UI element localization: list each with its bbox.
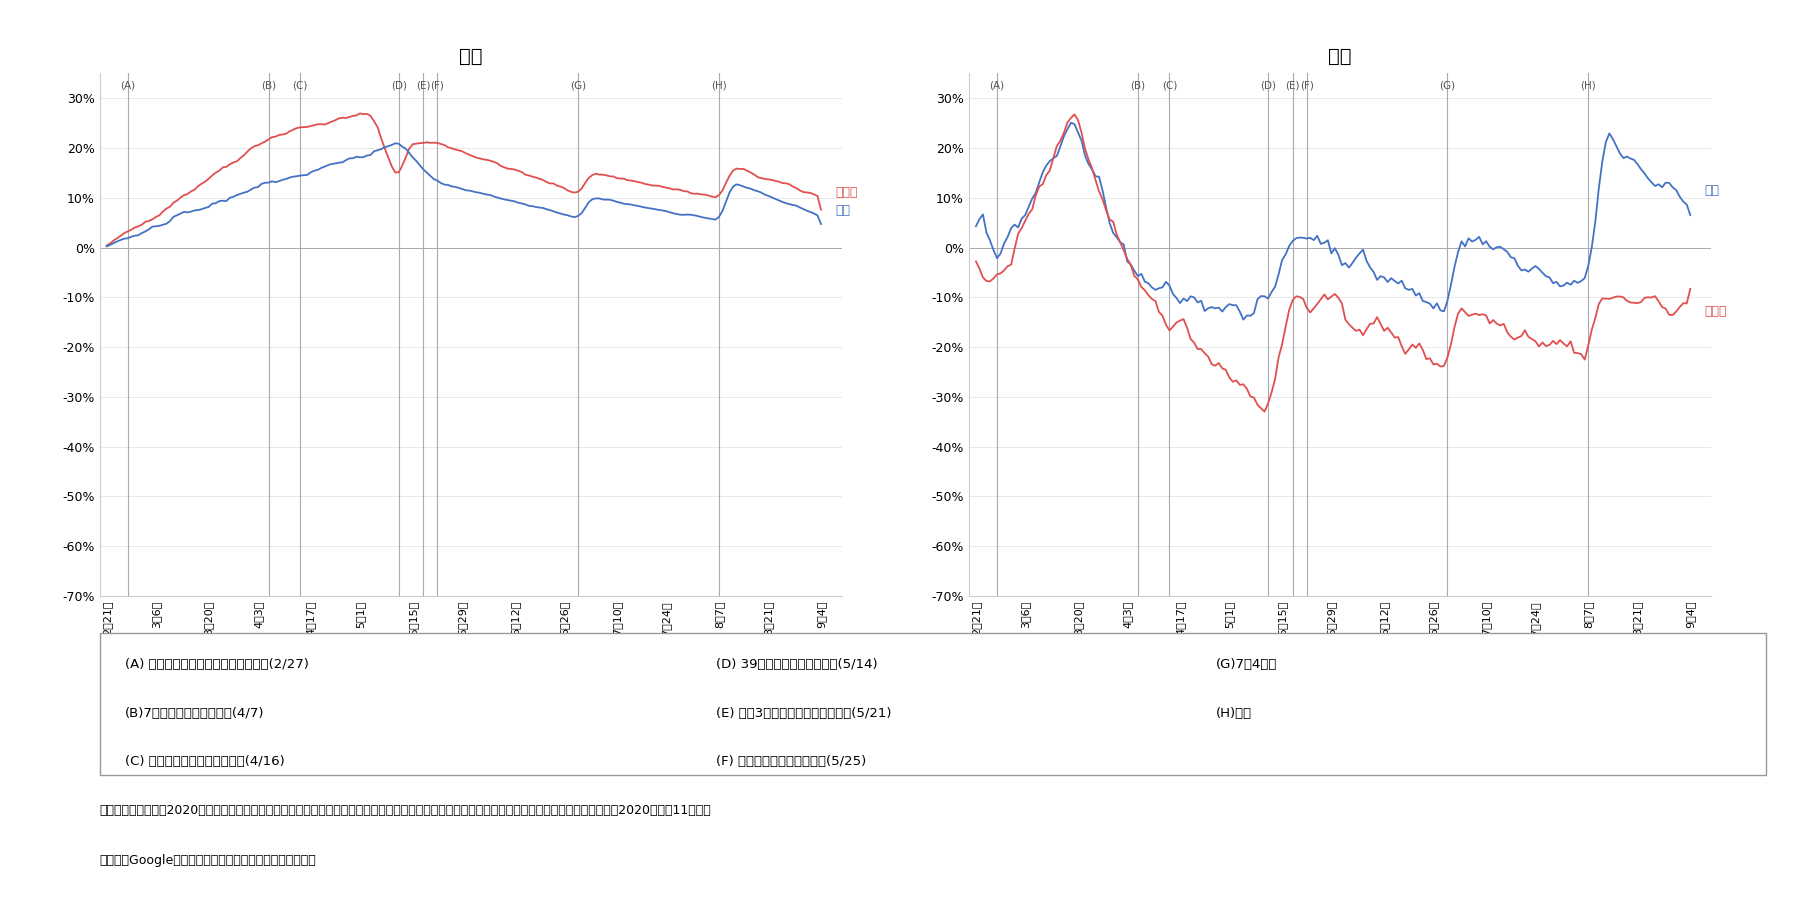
Text: (A) 安倍首相、全小中高校に休校要請(2/27): (A) 安倍首相、全小中高校に休校要請(2/27) bbox=[125, 658, 308, 671]
Text: (A): (A) bbox=[120, 81, 136, 91]
Text: (F): (F) bbox=[431, 81, 444, 91]
Text: (B)7都府県に緊急事態宣言(4/7): (B)7都府県に緊急事態宣言(4/7) bbox=[125, 707, 264, 720]
Text: (E): (E) bbox=[1286, 81, 1300, 91]
Text: (G): (G) bbox=[570, 81, 587, 91]
Text: (A): (A) bbox=[989, 81, 1005, 91]
Text: （出所）Googleのデータをもとにニッセイ基礎研究所作成: （出所）Googleのデータをもとにニッセイ基礎研究所作成 bbox=[100, 855, 317, 867]
Text: (F): (F) bbox=[1300, 81, 1313, 91]
Text: (C): (C) bbox=[1163, 81, 1177, 91]
Text: (D) 39県で緊急事態宣言解除(5/14): (D) 39県で緊急事態宣言解除(5/14) bbox=[715, 658, 878, 671]
Text: (B): (B) bbox=[1130, 81, 1145, 91]
Text: (G): (G) bbox=[1440, 81, 1456, 91]
Title: 住宅: 住宅 bbox=[460, 48, 482, 66]
Text: 全国: 全国 bbox=[1704, 183, 1719, 196]
Text: (F) 全国で緊急事態宣言解除(5/25): (F) 全国で緊急事態宣言解除(5/25) bbox=[715, 755, 866, 768]
Text: (D): (D) bbox=[391, 81, 407, 91]
Text: (C): (C) bbox=[293, 81, 308, 91]
Text: (H)お盆: (H)お盆 bbox=[1215, 707, 1251, 720]
Text: (H): (H) bbox=[1581, 81, 1595, 91]
Text: 全国: 全国 bbox=[835, 204, 849, 217]
Text: (E): (E) bbox=[417, 81, 431, 91]
Text: (B): (B) bbox=[261, 81, 275, 91]
FancyBboxPatch shape bbox=[100, 633, 1766, 775]
Text: (G)7月4連休: (G)7月4連休 bbox=[1215, 658, 1277, 671]
Text: (H): (H) bbox=[712, 81, 726, 91]
Title: 公園: 公園 bbox=[1329, 48, 1351, 66]
Text: 東京都: 東京都 bbox=[835, 186, 858, 199]
Text: 東京都: 東京都 bbox=[1704, 305, 1728, 318]
Text: (D): (D) bbox=[1260, 81, 1277, 91]
Text: (C) 緊急事態宣言を全国に拡大(4/16): (C) 緊急事態宣言を全国に拡大(4/16) bbox=[125, 755, 284, 768]
Text: （注）流動人口は、2020年１月３日〜２月６日の曜日別中央値からの変化率の７日移動平均。住宅は滞在時間、他カテゴリは訪問者数の変化を示す。2020年９月11日時: （注）流動人口は、2020年１月３日〜２月６日の曜日別中央値からの変化率の７日移… bbox=[100, 803, 712, 817]
Text: (E) 関西3府県で緊急事態宣言解除(5/21): (E) 関西3府県で緊急事態宣言解除(5/21) bbox=[715, 707, 891, 720]
